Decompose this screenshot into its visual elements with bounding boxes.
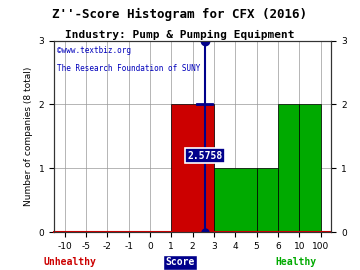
Text: 2.5758: 2.5758 xyxy=(187,150,222,161)
Text: The Research Foundation of SUNY: The Research Foundation of SUNY xyxy=(57,63,200,73)
Text: Z''-Score Histogram for CFX (2016): Z''-Score Histogram for CFX (2016) xyxy=(53,8,307,21)
Bar xyxy=(299,104,320,232)
Bar xyxy=(171,104,214,232)
Bar xyxy=(214,168,257,232)
Bar xyxy=(278,104,299,232)
Text: Healthy: Healthy xyxy=(276,257,317,267)
Text: Score: Score xyxy=(165,257,195,267)
Text: Industry: Pump & Pumping Equipment: Industry: Pump & Pumping Equipment xyxy=(65,30,295,40)
Text: Unhealthy: Unhealthy xyxy=(43,257,96,267)
Bar xyxy=(257,168,278,232)
Y-axis label: Number of companies (8 total): Number of companies (8 total) xyxy=(24,67,33,206)
Text: ©www.textbiz.org: ©www.textbiz.org xyxy=(57,46,131,55)
